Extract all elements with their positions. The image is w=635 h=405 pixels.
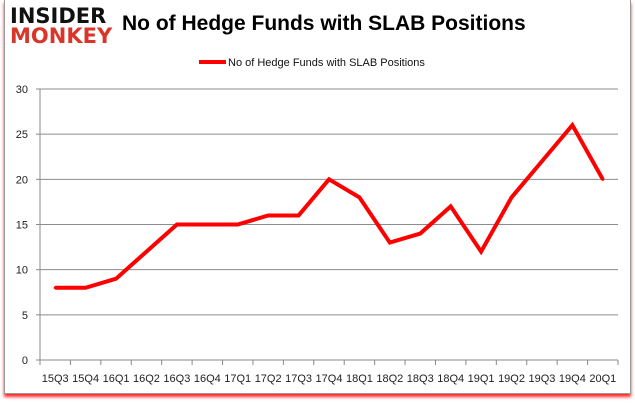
data-point	[388, 241, 392, 245]
data-point	[418, 232, 422, 236]
data-point	[601, 177, 605, 181]
data-point	[84, 286, 88, 290]
logo-line1: INSIDER	[10, 4, 107, 28]
data-point	[175, 223, 179, 226]
y-tick-label: 10	[16, 265, 28, 277]
data-point	[236, 223, 240, 226]
x-tick-label: 17Q4	[316, 373, 343, 385]
x-tick-label: 16Q1	[103, 373, 130, 385]
insider-monkey-logo: INSIDER MONKEY	[10, 4, 113, 48]
y-tick-label: 0	[22, 355, 28, 367]
data-point	[266, 213, 270, 217]
data-point	[205, 223, 209, 226]
logo-line2: MONKEY	[10, 24, 113, 48]
data-point	[449, 204, 453, 208]
data-point	[479, 250, 483, 254]
x-tick-label: 18Q4	[437, 373, 464, 385]
data-point	[144, 250, 148, 254]
x-tick-label: 15Q3	[42, 373, 69, 385]
x-tick-label: 16Q4	[194, 373, 221, 385]
x-tick-label: 19Q3	[528, 373, 555, 385]
chart-frame	[4, 0, 631, 394]
data-point	[357, 195, 361, 199]
x-tick-label: 19Q1	[468, 373, 495, 385]
x-tick-label: 17Q3	[285, 373, 312, 385]
series-line	[55, 121, 605, 290]
data-point	[327, 177, 331, 181]
legend-label: No of Hedge Funds with SLAB Positions	[228, 57, 425, 69]
x-tick-label: 18Q1	[346, 373, 373, 385]
data-point	[570, 123, 574, 127]
chart-title: No of Hedge Funds with SLAB Positions	[122, 12, 526, 35]
x-tick-label: 20Q1	[589, 373, 616, 385]
data-point	[53, 286, 57, 290]
y-tick-label: 25	[16, 129, 28, 141]
y-tick-label: 20	[16, 174, 28, 186]
legend: No of Hedge Funds with SLAB Positions	[199, 57, 425, 69]
data-point	[540, 159, 544, 163]
x-tick-label: 18Q3	[407, 373, 434, 385]
x-tick-label: 17Q2	[255, 373, 282, 385]
data-point	[510, 195, 514, 199]
x-tick-label: 16Q2	[133, 373, 160, 385]
x-tick-label: 19Q2	[498, 373, 525, 385]
data-point	[114, 277, 118, 281]
y-tick-label: 5	[22, 310, 28, 322]
data-point	[297, 213, 301, 217]
x-tick-label: 18Q2	[376, 373, 403, 385]
x-tick-label: 17Q1	[224, 373, 251, 385]
y-tick-label: 30	[16, 84, 28, 96]
x-tick-label: 15Q4	[72, 373, 99, 385]
x-tick-label: 19Q4	[559, 373, 586, 385]
y-tick-label: 15	[16, 220, 28, 232]
x-tick-label: 16Q3	[163, 373, 190, 385]
